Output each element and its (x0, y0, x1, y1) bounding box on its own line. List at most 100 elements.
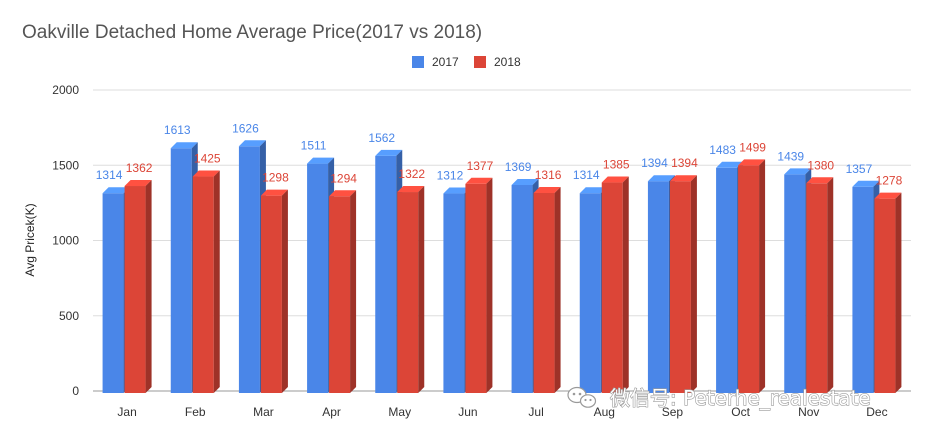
data-label-2018-Nov: 1380 (807, 158, 834, 172)
bar-2018-Feb (192, 170, 220, 393)
data-label-2018-Mar: 1298 (262, 171, 289, 185)
chart-title: Oakville Detached Home Average Price(201… (22, 22, 482, 43)
bar-top-2018-Feb (192, 170, 220, 177)
bar-2018-Mar (260, 189, 288, 393)
bar-front-2017-Feb (170, 148, 192, 393)
bar-2018-Nov (806, 177, 834, 393)
y-tick-0: 0 (72, 384, 79, 398)
bar-top-2018-Jun (465, 177, 493, 184)
x-tick-Feb: Feb (185, 405, 206, 419)
legend-swatch-2017 (412, 56, 424, 68)
bar-side-2018-Nov (827, 177, 834, 393)
x-tick-Oct: Oct (731, 405, 750, 419)
bar-front-2017-Mar (238, 146, 260, 393)
bar-2018-Jun (465, 177, 493, 393)
data-label-2018-Jul: 1316 (535, 168, 562, 182)
data-label-2017-Nov: 1439 (777, 149, 804, 163)
bar-top-2017-Jan (102, 187, 130, 194)
bar-side-2018-Feb (213, 170, 220, 393)
bar-top-2018-May (397, 186, 425, 193)
bar-top-2018-Mar (260, 189, 288, 196)
data-label-2017-Jun: 1312 (437, 169, 464, 183)
bar-front-2018-Mar (260, 195, 282, 393)
data-labels: 1314136216131425162612981511129415621322… (96, 121, 903, 187)
bar-top-2017-Mar (238, 140, 266, 147)
bar-top-2018-Jan (124, 180, 152, 187)
x-tick-Jan: Jan (117, 405, 136, 419)
x-tick-Nov: Nov (798, 405, 819, 419)
bar-top-2017-Jul (511, 178, 539, 185)
data-label-2017-Feb: 1613 (164, 123, 191, 137)
bar-front-2018-Jun (465, 183, 487, 393)
y-tick-labels: 0 500 1000 1500 2000 (52, 83, 79, 398)
data-label-2017-Mar: 1626 (232, 121, 259, 135)
bar-front-2017-Nov (784, 174, 806, 393)
bar-top-2018-Jul (533, 186, 561, 193)
data-label-2018-May: 1322 (398, 167, 425, 181)
data-label-2018-Sep: 1394 (671, 156, 698, 170)
bar-2018-Jul (533, 186, 561, 393)
x-tick-Mar: Mar (253, 405, 274, 419)
data-label-2017-Sep: 1394 (641, 156, 668, 170)
bar-top-2017-Aug (579, 187, 607, 194)
x-tick-Aug: Aug (594, 405, 615, 419)
bar-top-2018-Sep (669, 175, 697, 182)
bar-top-2017-May (375, 149, 403, 156)
x-tick-Jun: Jun (458, 405, 477, 419)
x-tick-May: May (388, 405, 411, 419)
y-tick-1500: 1500 (52, 158, 79, 172)
bar-front-2018-May (397, 192, 419, 393)
bar-front-2017-Sep (647, 181, 669, 393)
bar-top-2018-Apr (329, 190, 357, 197)
bar-front-2018-Feb (192, 176, 214, 393)
bar-top-2018-Aug (601, 176, 629, 183)
bar-top-2018-Dec (874, 192, 902, 199)
y-tick-2000: 2000 (52, 83, 79, 97)
bar-top-2017-Nov (784, 168, 812, 175)
data-label-2018-Aug: 1385 (603, 158, 630, 172)
x-tick-Dec: Dec (866, 405, 887, 419)
bar-top-2018-Nov (806, 177, 834, 184)
bar-front-2017-Dec (852, 186, 874, 393)
x-tick-Sep: Sep (662, 405, 684, 419)
x-tick-Jul: Jul (528, 405, 543, 419)
bar-front-2018-Jul (533, 192, 555, 393)
bar-front-2018-Sep (669, 181, 691, 393)
bar-2018-Apr (329, 190, 357, 393)
data-label-2018-Apr: 1294 (330, 171, 357, 185)
x-tick-Apr: Apr (322, 405, 341, 419)
bar-top-2017-Oct (716, 161, 744, 168)
bar-top-2017-Dec (852, 180, 880, 187)
bar-side-2018-May (418, 186, 425, 393)
bar-front-2017-Jun (443, 193, 465, 393)
bar-2018-Aug (601, 176, 629, 393)
bar-front-2018-Apr (329, 196, 351, 393)
bar-top-2017-Feb (170, 142, 198, 149)
bars (102, 140, 902, 393)
watermark-text: 微信号: Peterhe_realestate (610, 386, 871, 410)
gridlines (93, 89, 911, 392)
legend-label-2017: 2017 (432, 55, 459, 69)
bar-side-2018-Jul (554, 186, 561, 393)
data-label-2017-Jan: 1314 (96, 168, 123, 182)
data-label-2017-Jul: 1369 (505, 160, 532, 174)
data-label-2017-Aug: 1314 (573, 168, 600, 182)
bar-front-2017-Aug (579, 193, 601, 393)
x-tick-labels: Jan Feb Mar Apr May Jun Jul Aug Sep Oct Nov Dec (117, 405, 887, 419)
wechat-icon (567, 386, 597, 408)
data-label-2017-Oct: 1483 (709, 143, 736, 157)
legend-label-2018: 2018 (494, 55, 521, 69)
y-axis-label: Avg Pricek(K) (23, 203, 37, 276)
bar-side-2018-Jan (145, 180, 152, 393)
bar-front-2018-Jan (124, 186, 146, 393)
bar-side-2018-Jun (486, 177, 493, 393)
bar-side-2018-Apr (350, 190, 357, 393)
bar-side-2018-Mar (281, 189, 288, 393)
bar-2018-Dec (874, 192, 902, 393)
y-tick-500: 500 (59, 309, 79, 323)
bar-front-2017-May (375, 155, 397, 393)
bar-front-2017-Jul (511, 184, 533, 393)
data-label-2018-Dec: 1278 (876, 174, 903, 188)
bar-2018-Oct (738, 159, 766, 393)
